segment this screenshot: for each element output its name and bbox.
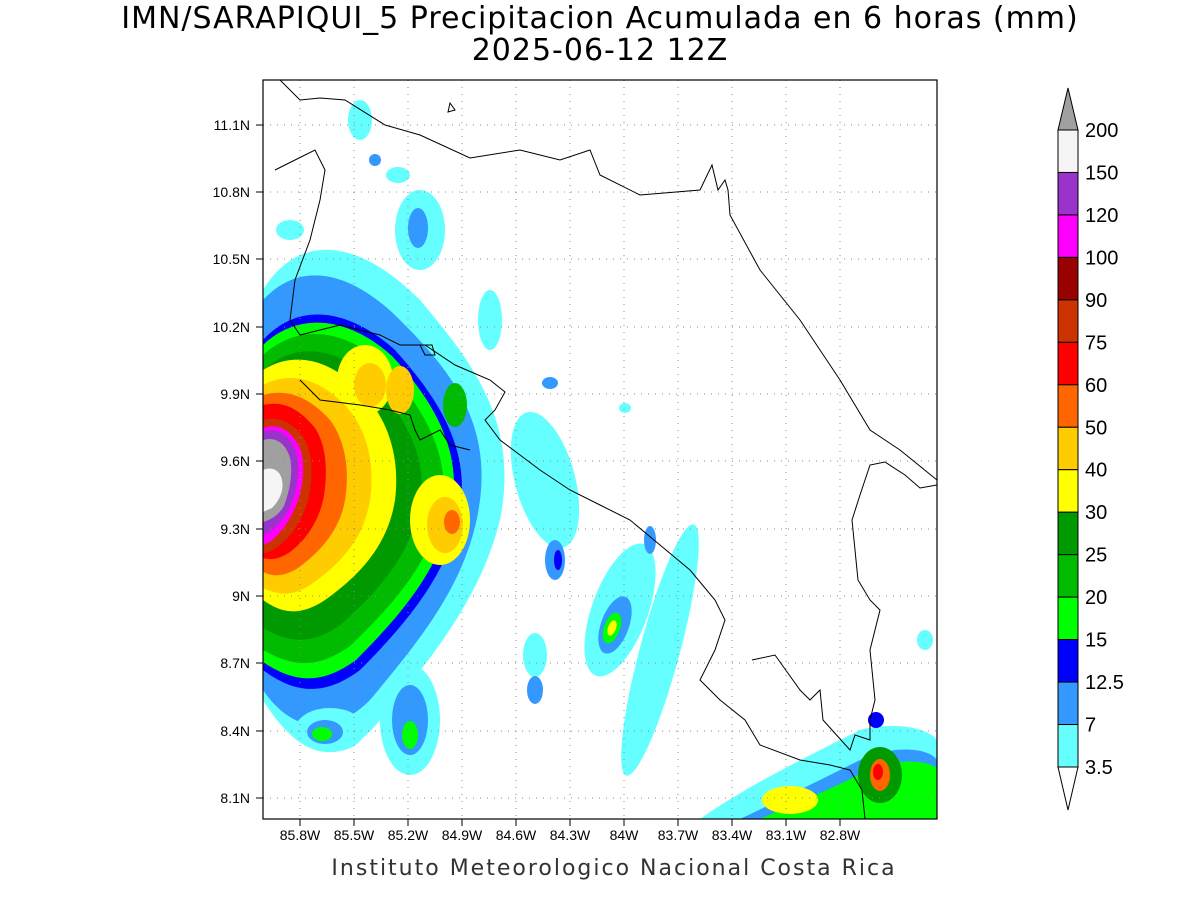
lat-label: 9N [232,588,250,604]
lat-label: 11.1N [214,117,250,133]
lon-label: 83.1W [766,827,807,843]
colorbar-swatch [1057,171,1079,216]
colorbar-level-label: 7 [1085,715,1096,737]
lon-label: 84.3W [550,827,591,843]
colorbar-level-label: 120 [1085,205,1118,227]
lon-label: 84.9W [442,827,483,843]
colorbar-swatch [1057,596,1079,641]
colorbar-swatch [1057,639,1079,683]
colorbar-level-label: 20 [1085,587,1107,609]
lat-label: 10.2N [213,319,250,335]
lat-label: 9.3N [220,521,250,537]
colorbar-swatch [1057,384,1079,428]
plot-frame [262,79,938,820]
lon-label: 85.2W [388,827,429,843]
colorbar-swatch [1057,511,1079,556]
credit-footer: Instituto Meteorologico Nacional Costa R… [331,856,897,881]
latitude-labels: 11.1N 10.8N 10.5N 10.2N 9.9N 9.6N 9.3N 9… [213,117,250,806]
colorbar-swatch [1057,129,1079,173]
colorbar-level-label: 150 [1085,162,1118,184]
lat-label: 8.1N [220,790,250,806]
lon-label: 84W [610,827,640,843]
colorbar-level-label: 40 [1085,460,1107,482]
colorbar-swatch [1057,299,1079,343]
colorbar-level-label: 50 [1085,417,1107,439]
lon-label: 84.6W [496,827,537,843]
lat-label: 9.6N [220,453,250,469]
colorbar-level-label: 25 [1085,545,1107,567]
colorbar-level-label: 30 [1085,502,1107,524]
axis-ticks [256,124,841,826]
colorbar-over-triangle [1057,87,1079,131]
grid-lines [263,80,937,819]
colorbar-under-triangle [1057,766,1079,811]
lon-label: 83.7W [658,827,699,843]
lon-label: 85.8W [280,827,321,843]
colorbar-level-label: 200 [1085,120,1118,142]
colorbar-level-label: 75 [1085,332,1107,354]
colorbar-level-label: 90 [1085,290,1107,312]
colorbar-level-label: 100 [1085,247,1118,269]
colorbar-level-label: 3.5 [1085,757,1113,779]
lon-label: 85.5W [334,827,375,843]
longitude-labels: 85.8W 85.5W 85.2W 84.9W 84.6W 84.3W 84W … [280,827,861,843]
lon-label: 82.8W [820,827,861,843]
colorbar-swatch [1057,681,1079,726]
lat-label: 8.7N [220,655,250,671]
precipitation-field [263,100,937,819]
colorbar-level-label: 60 [1085,375,1107,397]
colorbar-swatch [1057,341,1079,386]
colorbar-swatch [1057,256,1079,301]
colorbar-swatch [1057,469,1079,513]
colorbar-swatch [1057,426,1079,471]
colorbar-level-label: 12.5 [1085,672,1124,694]
colorbar-swatch [1057,554,1079,598]
colorbar-level-label: 15 [1085,630,1107,652]
colorbar-swatch [1057,724,1079,768]
lat-label: 9.9N [220,386,250,402]
map-title: IMN/SARAPIQUI_5 Precipitacion Acumulada … [121,1,1079,36]
lat-label: 10.5N [213,251,250,267]
colorbar: 200 150 120 100 90 75 60 50 40 30 25 20 15 12.5 7 3.5 [1057,87,1124,811]
colorbar-swatch [1057,214,1079,258]
lon-label: 83.4W [712,827,753,843]
lat-label: 8.4N [220,723,250,739]
coastline-borders [274,80,937,819]
lat-label: 10.8N [213,184,250,200]
map-subtitle-date: 2025-06-12 12Z [471,33,729,68]
